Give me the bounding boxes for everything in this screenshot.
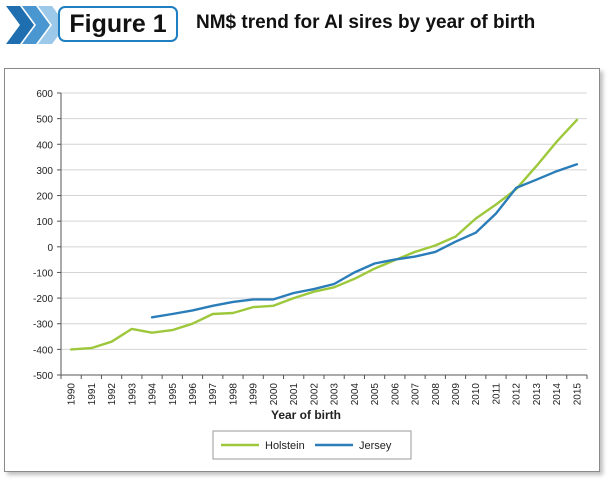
chart-panel: 600 500 400 300 200 100 0 -100 -200 -300 -400 -500 … (4, 68, 600, 472)
x-tick-label: 1999 (249, 383, 260, 406)
series-line-holstein (69, 118, 579, 351)
y-tick-label: 100 (36, 217, 53, 228)
x-axis-label: Year of birth (271, 408, 341, 422)
x-tick-label: 2009 (451, 383, 462, 406)
x-tick-label: 2006 (390, 383, 401, 406)
figure-title: NM$ trend for AI sires by year of birth (196, 12, 536, 33)
x-tick-label: 1997 (208, 383, 219, 406)
x-tick-label: 2013 (532, 383, 543, 406)
x-tick-label: 2002 (309, 383, 320, 406)
legend-label-jersey: Jersey (359, 440, 392, 452)
y-tick-label: 500 (36, 115, 53, 126)
x-tick-label: 2004 (350, 383, 361, 406)
x-tick-label: 1998 (228, 383, 239, 406)
x-tick-label: 2014 (552, 383, 563, 406)
figure-header: Figure 1 NM$ trend for AI sires by year … (0, 0, 610, 50)
line-chart: 6005004003002001000-100-200-300-400-500 … (33, 89, 588, 460)
x-tick-label: 2005 (370, 383, 381, 406)
figure-label: Figure 1 (58, 6, 178, 42)
x-tick-label: 2003 (330, 383, 341, 406)
grid-lines (61, 92, 587, 376)
y-tick-label: -500 (33, 371, 53, 382)
y-tick-label: -300 (33, 320, 53, 331)
y-tick-labels: 600 500 400 300 200 100 0 -100 -200 -300 -400 -500 (33, 89, 53, 382)
y-tick-label: -200 (33, 294, 53, 305)
series-line-jersey (150, 163, 579, 319)
y-tick-label: 600 (36, 89, 53, 100)
x-tick-labels: 1990 1991 1992 1993 1994 1995 1996 1997 1998 1999… (67, 383, 584, 406)
x-tick-label: 1991 (87, 383, 98, 406)
y-tick-label: 0 (47, 243, 53, 254)
x-tick-label: 1995 (168, 383, 179, 406)
x-tick-label: 1990 (67, 383, 78, 406)
x-tick-label: 2008 (431, 383, 442, 406)
x-tick-label: 2001 (289, 383, 300, 406)
x-tick-label: 2011 (491, 383, 502, 405)
series-lines (69, 118, 579, 351)
x-tick-label: 2000 (269, 383, 280, 406)
x-tick-label: 2015 (572, 383, 583, 406)
x-tick-label: 1996 (188, 383, 199, 406)
x-tick-label: 1992 (107, 383, 118, 406)
x-tick-label: 2007 (411, 383, 422, 406)
x-tick-label: 2012 (512, 383, 523, 406)
axes (57, 92, 588, 379)
y-tick-label: 400 (36, 140, 53, 151)
y-tick-label: 200 (36, 192, 53, 203)
x-tick-label: 1993 (127, 383, 138, 406)
x-tick-label: 2010 (471, 383, 482, 406)
y-tick-label: -100 (33, 268, 53, 279)
legend: Holstein Jersey (212, 430, 412, 460)
y-tick-label: -400 (33, 345, 53, 356)
x-tick-label: 1994 (148, 383, 159, 406)
legend-label-holstein: Holstein (265, 440, 305, 452)
y-tick-label: 300 (36, 166, 53, 177)
